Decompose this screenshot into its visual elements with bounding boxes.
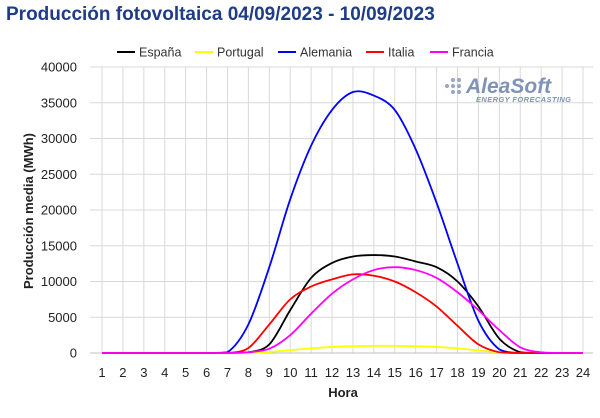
x-tick-label: 5 (182, 365, 189, 380)
logo-dot (456, 83, 462, 89)
x-tick-label: 16 (408, 365, 422, 380)
y-tick-label: 30000 (41, 131, 77, 146)
x-tick-label: 8 (245, 365, 252, 380)
x-tick-label: 20 (492, 365, 506, 380)
x-axis-title: Hora (328, 385, 358, 400)
logo-dot (444, 83, 450, 89)
y-tick-label: 40000 (41, 60, 77, 75)
x-tick-label: 1 (98, 365, 105, 380)
y-axis-title: Producción media (MWh) (21, 133, 36, 289)
x-tick-label: 14 (367, 365, 381, 380)
logo-dot (450, 89, 456, 95)
legend-item-alemania: Alemania (278, 46, 352, 60)
grid (90, 66, 593, 353)
y-tick-label: 0 (70, 346, 77, 361)
series-lines (102, 90, 583, 354)
logo-dot (456, 77, 462, 83)
x-tick-label: 21 (513, 365, 527, 380)
y-tick-label: 5000 (48, 310, 77, 325)
aleasoft-logo: AleaSoft ENERGY FORECASTING (444, 75, 571, 104)
x-tick-label: 12 (325, 365, 339, 380)
x-tick-label: 4 (161, 365, 168, 380)
y-tick-label: 15000 (41, 238, 77, 253)
x-tick-label: 2 (119, 365, 126, 380)
y-tick-label: 25000 (41, 167, 77, 182)
legend-label: Alemania (300, 46, 352, 60)
x-tick-label: 6 (203, 365, 210, 380)
y-tick-label: 10000 (41, 274, 77, 289)
x-tick-label: 13 (346, 365, 360, 380)
logo-tagline: ENERGY FORECASTING (476, 95, 571, 104)
x-tick-label: 19 (471, 365, 485, 380)
y-tick-label: 35000 (41, 95, 77, 110)
x-axis: 1 2 3 4 5 6 7 8 9 10 11 12 13 14 15 16 17 18 19 20 21 22 23 24 (98, 365, 590, 380)
y-axis: 0 5000 10000 15000 20000 25000 30000 35000 40000 (41, 60, 77, 361)
legend-item-portugal: Portugal (195, 46, 264, 60)
x-tick-label: 10 (283, 365, 297, 380)
x-tick-label: 9 (266, 365, 273, 380)
legend: España Portugal Alemania Italia Francia (117, 46, 494, 60)
logo-dot (456, 89, 462, 95)
logo-dot (450, 83, 456, 89)
series-line-francia (102, 266, 583, 354)
x-tick-label: 17 (429, 365, 443, 380)
legend-label: Italia (388, 46, 414, 60)
legend-label: España (139, 46, 181, 60)
x-tick-label: 24 (576, 365, 590, 380)
chart-title: Producción fotovoltaica 04/09/2023 - 10/… (6, 4, 435, 25)
logo-dot (450, 77, 456, 83)
series-line-alemania (102, 90, 583, 354)
legend-item-italia: Italia (366, 46, 414, 60)
x-tick-label: 23 (555, 365, 569, 380)
legend-item-francia: Francia (430, 46, 494, 60)
x-tick-label: 11 (304, 365, 318, 380)
x-tick-label: 22 (534, 365, 548, 380)
logo-dots-icon (444, 77, 462, 95)
x-tick-label: 7 (224, 365, 231, 380)
x-tick-label: 3 (140, 365, 147, 380)
legend-label: Francia (452, 46, 494, 60)
logo-name: AleaSoft (465, 75, 552, 98)
series-line-españa (102, 254, 583, 354)
legend-item-españa: España (117, 46, 181, 60)
legend-label: Portugal (217, 46, 264, 60)
x-tick-label: 15 (388, 365, 402, 380)
x-tick-label: 18 (450, 365, 464, 380)
y-tick-label: 20000 (41, 203, 77, 218)
